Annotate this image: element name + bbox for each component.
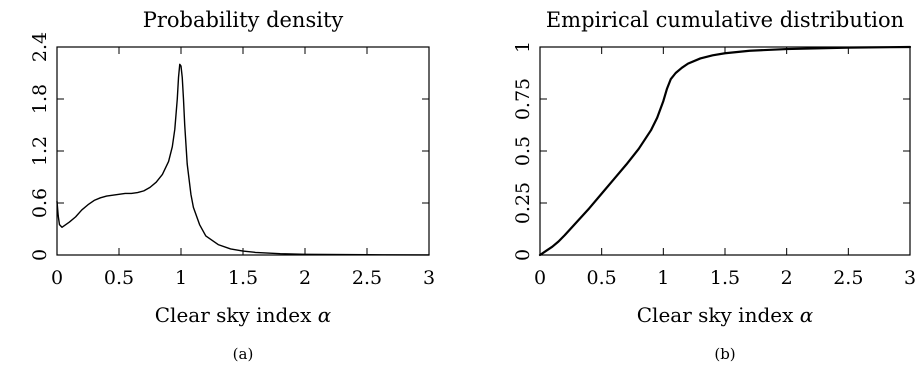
panel-b-xtick-label: 0.5: [587, 267, 617, 289]
panel-b: Empirical cumulative distribution 0 0.5 1 1…: [512, 8, 916, 363]
panel-b-xlabel: Clear sky index α: [637, 303, 814, 327]
panel-b-xtick-label: 3: [904, 267, 916, 289]
panel-a-ytick-label: 0: [29, 249, 51, 261]
panel-b-plot: 0 0.5 1 1.5 2 2.5 3 0 0.25 0.5 0.75 1: [512, 41, 916, 289]
panel-b-ytick-label: 0: [512, 249, 534, 261]
panel-a-ytick-label: 1.2: [29, 136, 51, 166]
panel-a-xlabel-symbol: α: [318, 303, 332, 327]
panel-b-xtick-label: 0: [534, 267, 546, 289]
panel-b-xtick-label: 1.5: [710, 267, 740, 289]
panel-a-xtick-label: 0: [51, 267, 63, 289]
panel-a-xtick-label: 1: [175, 267, 187, 289]
panel-b-ytick-label: 0.75: [512, 78, 534, 120]
panel-a-ytick-label: 2.4: [29, 32, 51, 62]
panel-b-title: Empirical cumulative distribution: [546, 8, 904, 32]
panel-b-xlabel-text: Clear sky index: [637, 303, 794, 327]
panel-b-xtick-label: 1: [657, 267, 669, 289]
panel-b-xlabel-symbol: α: [800, 303, 814, 327]
panel-a-xlabel: Clear sky index α: [155, 303, 332, 327]
panel-b-xtick-label: 2.5: [833, 267, 863, 289]
panel-b-caption: (b): [714, 345, 735, 363]
panel-a-ytick-label: 0.6: [29, 188, 51, 218]
panel-a-xtick-label: 0.5: [104, 267, 134, 289]
panel-b-frame: [539, 46, 911, 256]
panel-a-xtick-label: 2: [299, 267, 311, 289]
panel-b-xtick-label: 2: [781, 267, 793, 289]
panel-a-frame: [56, 46, 430, 256]
panel-a-plot: 0 0.5 1 1.5 2 2.5 3 0 0.6 1.2 1.8 2.4: [29, 32, 435, 289]
panel-b-ytick-label: 1: [512, 41, 534, 53]
panel-b-series-line: [538, 45, 912, 257]
panel-a-xtick-label: 3: [423, 267, 435, 289]
panel-a-xlabel-text: Clear sky index: [155, 303, 312, 327]
panel-b-ytick-label: 0.25: [512, 182, 534, 224]
panel-a-ytick-label: 1.8: [29, 84, 51, 114]
panel-a-xtick-label: 2.5: [352, 267, 382, 289]
panel-b-ytick-label: 0.5: [512, 136, 534, 166]
panel-a-title: Probability density: [143, 8, 344, 32]
panel-a: Probability density 0 0.5 1 1.5 2 2.5 3 0 0.6 1.2…: [29, 8, 435, 363]
panel-a-caption: (a): [233, 345, 254, 363]
panel-a-xtick-label: 1.5: [228, 267, 258, 289]
panel-a-series-line: [56, 63, 430, 256]
